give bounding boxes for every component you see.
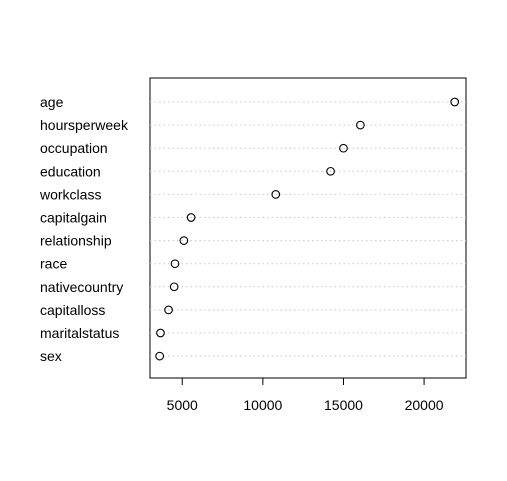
x-tick-label-10000: 10000 (243, 397, 282, 413)
data-point-capitalloss (164, 305, 173, 315)
category-label-hoursperweek: hoursperweek (40, 117, 129, 133)
x-tick-label-5000: 5000 (167, 397, 198, 413)
data-point-age (450, 97, 460, 107)
x-axis: 5000 10000 15000 20000 (167, 377, 444, 413)
data-point-workclass (271, 190, 281, 199)
category-label-race: race (40, 256, 67, 272)
data-point-hoursperweek (356, 120, 365, 130)
gridlines (150, 101, 466, 357)
data-point-occupation (339, 143, 348, 153)
category-label-capitalgain: capitalgain (40, 210, 107, 226)
data-point-relationship (179, 236, 189, 245)
data-point-capitalgain (186, 213, 196, 222)
category-label-sex: sex (40, 348, 62, 364)
category-labels: age hoursperweek occupation education workcl… (39, 94, 129, 364)
data-point-maritalstatus (156, 328, 165, 338)
category-label-capitalloss: capitalloss (40, 302, 105, 318)
data-point-education (326, 166, 335, 176)
data-points (155, 97, 460, 361)
category-label-age: age (40, 94, 64, 110)
category-label-workclass: workclass (39, 186, 101, 202)
data-point-nativecountry (169, 282, 179, 292)
category-label-education: education (40, 163, 101, 179)
x-tick-label-20000: 20000 (405, 397, 444, 413)
category-label-nativecountry: nativecountry (40, 279, 123, 295)
data-point-race (170, 259, 180, 269)
x-tick-label-15000: 15000 (324, 397, 363, 413)
category-label-occupation: occupation (40, 140, 108, 156)
data-point-sex (155, 351, 165, 361)
category-label-maritalstatus: maritalstatus (40, 325, 119, 341)
category-label-relationship: relationship (40, 233, 112, 249)
